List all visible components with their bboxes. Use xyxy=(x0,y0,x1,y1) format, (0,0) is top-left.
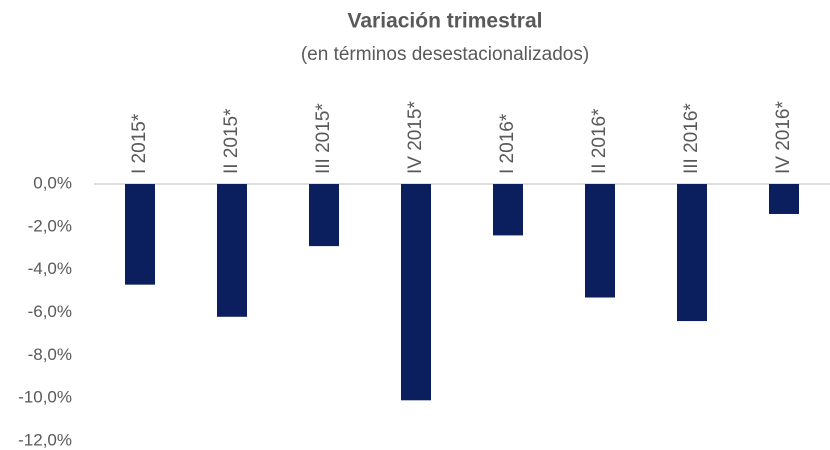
x-tick-label: II 2016* xyxy=(589,108,610,174)
bar xyxy=(309,184,339,247)
bar xyxy=(217,184,247,317)
bar xyxy=(401,184,431,401)
y-tick-label: 0,0% xyxy=(33,173,72,192)
chart-title: Variación trimestral xyxy=(348,10,543,33)
y-tick-label: -10,0% xyxy=(18,388,72,407)
y-tick-label: -12,0% xyxy=(18,430,72,449)
x-tick-label: I 2015* xyxy=(129,113,150,174)
x-tick-label: II 2015* xyxy=(221,108,242,174)
y-tick-label: -6,0% xyxy=(28,302,72,321)
chart-subtitle: (en términos desestacionalizados) xyxy=(301,44,589,65)
y-tick-label: -2,0% xyxy=(28,216,72,235)
bar xyxy=(493,184,523,236)
x-tick-label: IV 2016* xyxy=(773,101,794,174)
x-tick-label: III 2015* xyxy=(313,103,334,174)
bar xyxy=(677,184,707,322)
y-tick-label: -8,0% xyxy=(28,345,72,364)
x-tick-label: I 2016* xyxy=(497,113,518,174)
x-tick-label: III 2016* xyxy=(681,103,702,174)
bar xyxy=(125,184,155,285)
x-tick-label: IV 2015* xyxy=(405,101,426,174)
y-tick-label: -4,0% xyxy=(28,259,72,278)
bar xyxy=(585,184,615,298)
bar xyxy=(769,184,799,214)
